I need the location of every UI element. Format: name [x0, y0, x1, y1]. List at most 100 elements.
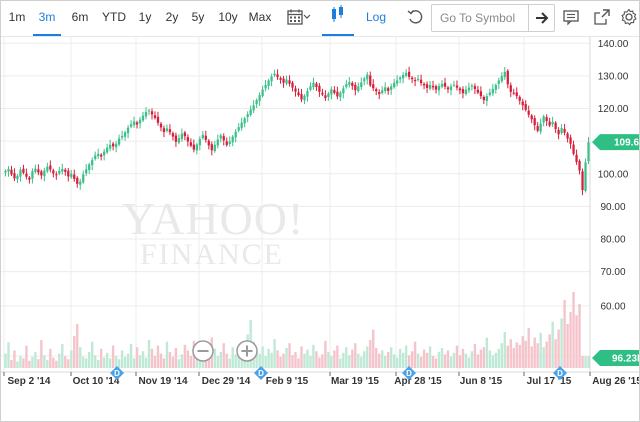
range-10y[interactable]: 10y	[218, 10, 238, 24]
candle-body	[91, 160, 94, 166]
candle-body	[449, 86, 453, 91]
dividend-diamond	[254, 366, 268, 380]
comment-icon[interactable]	[562, 8, 580, 26]
range-max[interactable]: Max	[248, 10, 272, 24]
volume-bar	[162, 358, 166, 368]
volume-bar	[482, 347, 486, 368]
volume-bar	[560, 318, 563, 368]
candle-body	[309, 86, 312, 90]
range-1m[interactable]: 1m	[8, 10, 26, 24]
range-1y[interactable]: 1y	[138, 10, 152, 24]
candle-body	[16, 175, 19, 180]
candle-body	[234, 131, 237, 138]
date-tick-label: Aug 26 '15	[592, 376, 640, 387]
candle-body	[177, 138, 181, 143]
price-tick-label: 130.00	[598, 71, 629, 82]
volume-bar	[458, 355, 462, 368]
symbol-go-button[interactable]	[528, 5, 555, 31]
chevron-down-icon[interactable]	[302, 8, 312, 26]
volume-bar	[524, 340, 527, 368]
dividend-marker[interactable]: D	[553, 366, 567, 380]
candle-body	[503, 71, 506, 78]
dividend-marker[interactable]: D	[254, 366, 268, 380]
candle-body	[300, 94, 303, 100]
candle-body	[446, 87, 450, 90]
volume-bar	[542, 347, 545, 368]
volume-bar	[372, 329, 375, 368]
candle-body	[324, 95, 327, 99]
volume-bar	[413, 341, 417, 368]
arrow-right-icon	[536, 12, 549, 24]
candle-body	[303, 95, 306, 101]
candle-body	[64, 169, 67, 172]
volume-bar	[318, 357, 321, 368]
candle-body	[186, 137, 190, 142]
volume-bar	[321, 354, 324, 368]
range-2y[interactable]: 2y	[165, 10, 179, 24]
volume-bar	[336, 345, 339, 368]
range-5y[interactable]: 5y	[191, 10, 205, 24]
range-ytd[interactable]: YTD	[102, 10, 126, 24]
candle-body	[255, 100, 258, 105]
volume-bar	[327, 352, 330, 368]
volume-bar	[255, 351, 258, 368]
log-scale-toggle[interactable]: Log	[366, 10, 387, 24]
zoom-in-button[interactable]	[236, 340, 258, 362]
volume-bar	[512, 348, 515, 368]
candle-body	[393, 82, 396, 88]
candle-body	[138, 119, 142, 124]
candle-body	[333, 90, 336, 93]
candle-body	[147, 110, 151, 112]
candle-body	[58, 170, 61, 174]
candle-body	[273, 73, 276, 76]
chart-type-tab[interactable]	[322, 0, 354, 36]
volume-bar	[569, 312, 572, 368]
volume-bar	[357, 353, 360, 368]
volume-bar	[171, 356, 175, 368]
symbol-input[interactable]	[432, 5, 528, 31]
date-axis: Sep 2 '14 Oct 10 '14 Nov 19 '14 Dec 29 '14 F…	[0, 371, 640, 387]
zoom-out-button[interactable]	[192, 340, 214, 362]
volume-bar	[449, 356, 453, 368]
volume-bar	[64, 356, 67, 368]
candle-body	[46, 166, 49, 172]
candle-body	[437, 86, 441, 91]
volume-bar	[13, 350, 16, 368]
range-3m[interactable]: 3m	[33, 0, 61, 36]
volume-bar	[566, 324, 569, 368]
candle-body	[554, 122, 557, 130]
volume-bar	[123, 356, 127, 368]
candle-body	[10, 169, 13, 175]
dividend-marker[interactable]: D	[110, 366, 124, 380]
dividend-diamond	[553, 366, 567, 380]
date-tick-label: Apr 28 '15	[394, 376, 442, 387]
date-tick-label: Sep 2 '14	[8, 376, 51, 387]
volume-bar	[366, 346, 369, 368]
expand-icon[interactable]	[593, 8, 611, 26]
candle-body	[222, 136, 225, 141]
calendar-icon[interactable]	[286, 8, 304, 26]
volume-bar	[10, 360, 13, 368]
price-chart[interactable]: YAHOO! FINANCE 140.00130.00120.00110.001…	[0, 36, 640, 422]
volume-bar	[46, 360, 49, 368]
candle-body	[243, 118, 246, 124]
undo-icon[interactable]	[406, 8, 424, 26]
dividend-marker-label: D	[406, 369, 412, 378]
candle-body	[79, 181, 82, 185]
candle-body	[109, 144, 112, 149]
candle-body	[231, 136, 234, 143]
volume-bar	[401, 352, 405, 368]
volume-bar	[386, 352, 390, 368]
candle-body	[19, 169, 22, 177]
volume-bar	[225, 353, 228, 368]
volume-bar	[485, 337, 489, 368]
range-6m[interactable]: 6m	[71, 10, 89, 24]
candle-body	[276, 74, 279, 78]
volume-bar	[88, 352, 91, 368]
volume-bar	[497, 348, 501, 368]
volume-bar	[99, 348, 103, 368]
volume-bar	[28, 360, 31, 368]
settings-icon[interactable]	[620, 8, 638, 26]
volume-bar	[452, 352, 456, 368]
dividend-marker[interactable]: D	[402, 366, 416, 380]
